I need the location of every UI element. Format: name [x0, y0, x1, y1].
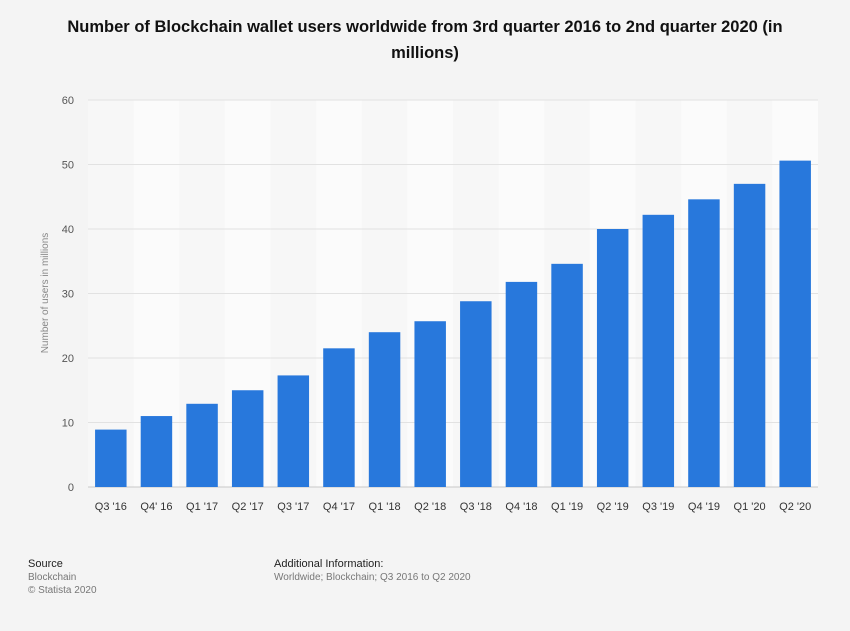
x-tick-label: Q1 '17 [186, 501, 218, 513]
bar[interactable] [323, 348, 355, 487]
bar[interactable] [140, 416, 173, 487]
y-tick-label: 10 [62, 418, 74, 430]
bar[interactable] [733, 183, 766, 487]
y-tick-label: 30 [62, 289, 74, 301]
bar[interactable] [460, 301, 492, 487]
source-block: Source Blockchain © Statista 2020 [28, 558, 97, 597]
chart-title: Number of Blockchain wallet users worldw… [67, 18, 783, 62]
x-tick-label: Q2 '19 [597, 501, 629, 513]
bar[interactable] [551, 263, 583, 487]
x-tick-label: Q1 '18 [369, 501, 401, 513]
bar[interactable] [95, 429, 127, 487]
bar[interactable] [642, 214, 675, 487]
copyright: © Statista 2020 [28, 585, 97, 596]
bar[interactable] [688, 199, 720, 487]
y-tick-label: 0 [68, 482, 74, 494]
bar[interactable] [505, 281, 538, 487]
x-tick-label: Q3 '19 [642, 501, 674, 513]
bar[interactable] [231, 390, 264, 487]
x-tick-label: Q1 '19 [551, 501, 583, 513]
bar[interactable] [368, 332, 401, 487]
x-tick-label: Q3 '16 [95, 501, 127, 513]
additional-info-block: Additional Information: Worldwide; Block… [274, 558, 471, 584]
y-tick-label: 20 [62, 353, 74, 365]
source-name[interactable]: Blockchain [28, 572, 77, 583]
y-tick-label: 50 [62, 160, 74, 172]
x-tick-label: Q1 '20 [734, 501, 766, 513]
bar[interactable] [596, 229, 629, 487]
x-tick-label: Q4 '19 [688, 501, 720, 513]
x-tick-label: Q2 '18 [414, 501, 446, 513]
bar[interactable] [779, 160, 811, 487]
bar[interactable] [186, 403, 218, 487]
y-axis-label: Number of users in millions [40, 233, 51, 354]
x-tick-label: Q2 '17 [232, 501, 264, 513]
bar[interactable] [277, 375, 310, 487]
x-tick-label: Q3 '17 [277, 501, 309, 513]
x-tick-label: Q4' 16 [140, 501, 172, 513]
additional-info-text: Worldwide; Blockchain; Q3 2016 to Q2 202… [274, 572, 471, 583]
x-tick-label: Q2 '20 [779, 501, 811, 513]
bar[interactable] [414, 321, 446, 487]
x-tick-label: Q3 '18 [460, 501, 492, 513]
y-tick-label: 60 [62, 95, 74, 107]
source-heading: Source [28, 558, 63, 570]
additional-info-heading: Additional Information: [274, 558, 384, 570]
x-tick-label: Q4 '17 [323, 501, 355, 513]
x-tick-label: Q4 '18 [505, 501, 537, 513]
y-tick-label: 40 [62, 224, 74, 236]
